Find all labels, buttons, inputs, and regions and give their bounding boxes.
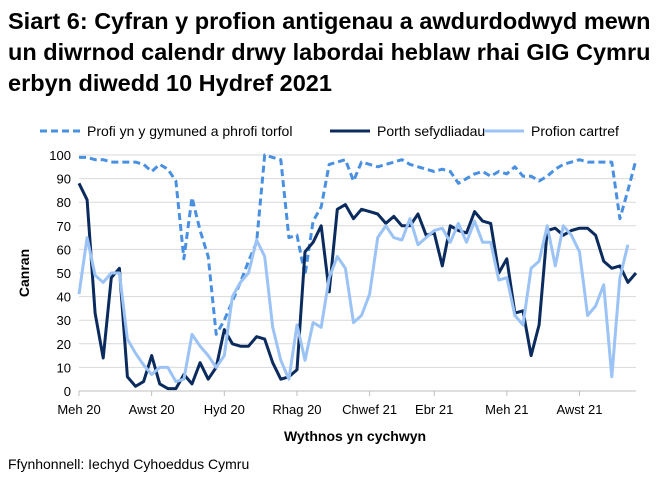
source-note: Ffynhonnell: Iechyd Cyhoeddus Cymru: [8, 456, 250, 472]
y-tick-label: 50: [57, 266, 71, 281]
x-tick-label: Ebr 21: [415, 402, 453, 417]
y-tick-label: 90: [57, 172, 71, 187]
x-tick-label: Meh 20: [57, 402, 100, 417]
series-line-care_homes: [77, 182, 638, 391]
y-tick-label: 20: [57, 337, 71, 352]
x-tick-label: Meh 21: [485, 402, 528, 417]
y-axis-ticks: 0 10 20 30 40 50 60 70 80 90 100: [49, 148, 71, 399]
legend-label-care_homes: Porth sefydliadau: [377, 123, 485, 139]
series-line-care_home_tests: [77, 217, 630, 384]
chart-title: Siart 6: Cyfran y profion antigenau a aw…: [8, 8, 651, 96]
x-axis-title: Wythnos yn cychwyn: [284, 428, 426, 444]
y-tick-label: 10: [57, 360, 71, 375]
y-tick-label: 80: [57, 195, 71, 210]
x-tick-label: Chwef 21: [342, 402, 397, 417]
series-line-community: [79, 153, 638, 336]
legend: Profi yn y gymuned a phrofi torfol Porth …: [40, 123, 619, 139]
legend-label-care_home_tests: Profion cartref: [531, 123, 619, 139]
gridlines: [79, 154, 636, 392]
y-tick-label: 70: [57, 219, 71, 234]
x-tick-label: Rhag 20: [272, 402, 321, 417]
x-tick-label: Awst 20: [129, 402, 175, 417]
x-tick-label: Awst 21: [556, 402, 602, 417]
data-series: [77, 153, 638, 391]
legend-label-community: Profi yn y gymuned a phrofi torfol: [87, 123, 292, 139]
y-tick-label: 0: [64, 384, 71, 399]
y-axis-title: Canran: [16, 249, 32, 297]
y-tick-label: 100: [49, 148, 71, 163]
y-tick-label: 30: [57, 313, 71, 328]
y-tick-label: 60: [57, 242, 71, 257]
x-tick-label: Hyd 20: [204, 402, 245, 417]
y-tick-label: 40: [57, 290, 71, 305]
x-axis: Meh 20 Awst 20 Hyd 20 Rhag 20 Chwef 21 Ebr 21…: [57, 390, 636, 417]
